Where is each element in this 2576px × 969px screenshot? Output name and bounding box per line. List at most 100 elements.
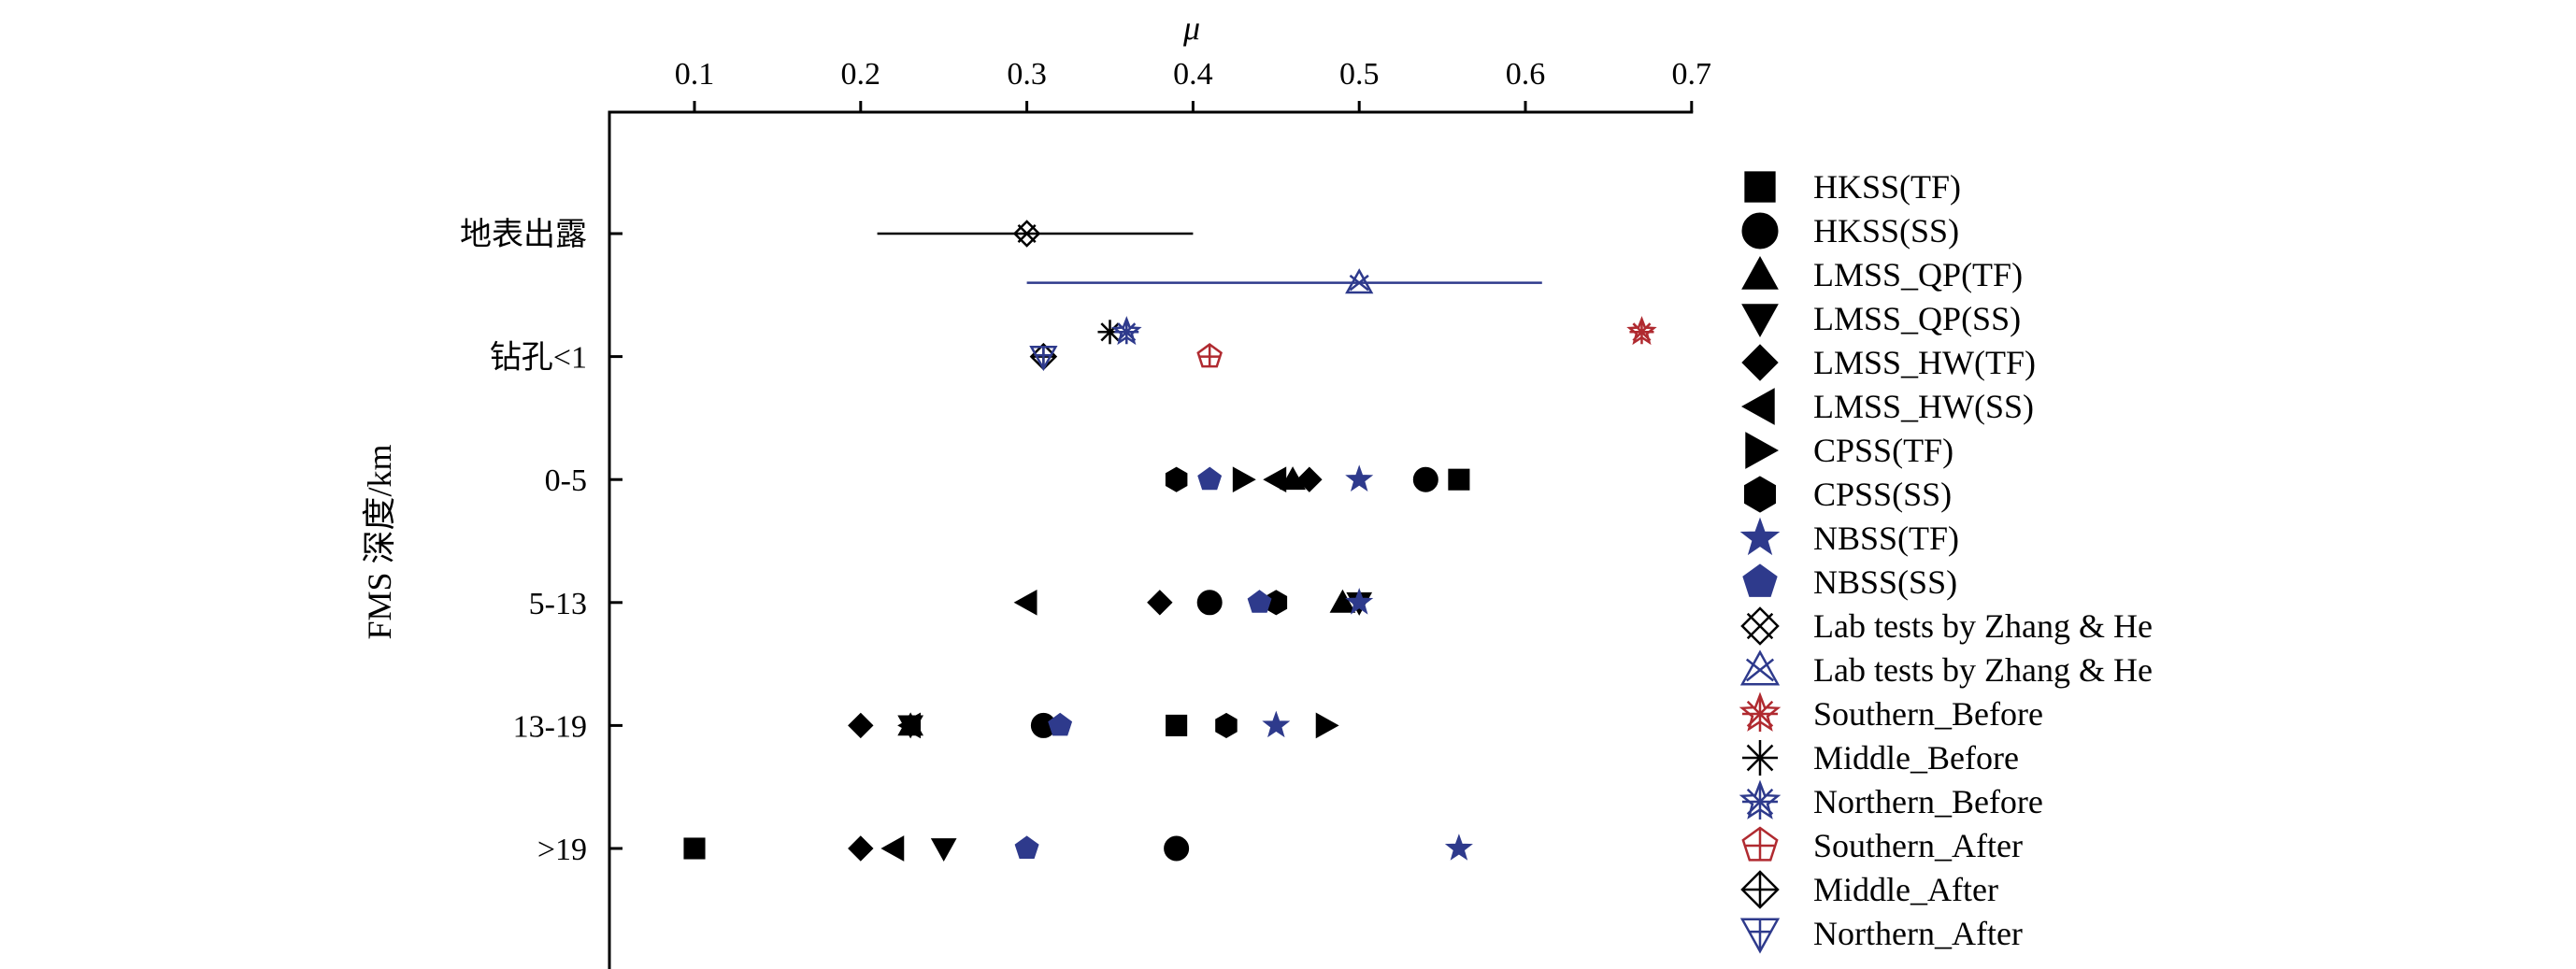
point-lmss-qp-ss-3 — [930, 838, 957, 862]
x-tick-label: 0.1 — [675, 57, 715, 92]
error-bars — [877, 232, 1542, 284]
legend-label: NBSS(SS) — [1813, 563, 1957, 601]
legend-item-middle-before-13: Middle_Before — [1742, 739, 2019, 777]
point-lmss-hw-tf-4 — [848, 835, 874, 862]
point-northern-after-17 — [1029, 345, 1058, 372]
legend-item-nbss-ss-9: NBSS(SS) — [1742, 563, 1957, 601]
legend-marker — [1739, 779, 1782, 819]
point-nbss-tf-8 — [1345, 464, 1374, 492]
point-hkss-tf-0 — [683, 837, 706, 860]
legend-label: NBSS(TF) — [1813, 520, 1959, 557]
point-hkss-ss-1 — [1412, 466, 1438, 492]
y-tick-label: 5-13 — [529, 587, 587, 621]
legend-label: LMSS_QP(TF) — [1813, 256, 2023, 293]
point-nbss-ss-9 — [1247, 590, 1272, 613]
point-lmss-hw-tf-4 — [1147, 590, 1173, 616]
point-southern-after-15 — [1196, 343, 1223, 368]
legend-marker — [1741, 212, 1779, 249]
legend-item-middle-after-16: Middle_After — [1740, 870, 1998, 909]
y-tick-label: 13-19 — [513, 709, 587, 744]
legend-marker — [1741, 344, 1779, 381]
point-nbss-ss-9 — [1197, 466, 1223, 491]
x-tick-label: 0.6 — [1506, 57, 1546, 92]
legend-item-lmss-qp-tf-2: LMSS_QP(TF) — [1741, 255, 2023, 293]
legend-marker — [1742, 563, 1778, 597]
legend-marker — [1744, 476, 1776, 513]
y-tick-label: 0-5 — [545, 463, 587, 498]
y-tick-label: 钻孔<1 — [490, 340, 587, 376]
legend-item-cpss-ss-7: CPSS(SS) — [1744, 476, 1952, 513]
x-tick-label: 0.5 — [1339, 57, 1380, 92]
legend-label: CPSS(SS) — [1813, 476, 1952, 513]
legend-marker — [1741, 304, 1779, 338]
legend-label: Northern_Before — [1813, 783, 2043, 820]
x-tick-label: 0.3 — [1007, 57, 1047, 92]
legend-marker — [1739, 691, 1782, 732]
point-cpss-ss-7 — [1215, 712, 1238, 738]
legend-marker — [1740, 870, 1780, 909]
legend-item-lab-tests-by-zhang-he-10: Lab tests by Zhang & He — [1740, 606, 2153, 646]
legend-label: LMSS_QP(SS) — [1813, 300, 2021, 337]
legend-marker — [1739, 918, 1781, 954]
legend-marker — [1742, 740, 1778, 776]
legend-label: Lab tests by Zhang & He — [1813, 607, 2153, 645]
point-lmss-qp-tf-2 — [1329, 589, 1356, 613]
legend-marker — [1744, 171, 1776, 203]
legend-item-hkss-ss-1: HKSS(SS) — [1741, 212, 1959, 249]
legend-marker — [1739, 517, 1781, 556]
point-hkss-ss-1 — [1164, 835, 1190, 862]
point-lmss-hw-ss-5 — [897, 712, 922, 739]
legend-item-northern-after-17: Northern_After — [1739, 915, 2023, 954]
x-axis-title: μ — [1182, 9, 1200, 47]
point-hkss-tf-0 — [1448, 468, 1470, 491]
legend-item-nbss-tf-8: NBSS(TF) — [1739, 517, 1959, 557]
legend-marker — [1741, 826, 1779, 862]
point-northern-before-14 — [1111, 316, 1142, 346]
point-hkss-tf-0 — [1166, 714, 1188, 736]
legend-label: Southern_After — [1813, 827, 2023, 864]
y-tick-label: 地表出露 — [460, 217, 587, 252]
x-tick-label: 0.4 — [1173, 57, 1213, 92]
legend-label: Middle_Before — [1813, 739, 2019, 777]
legend-label: LMSS_HW(TF) — [1813, 344, 2036, 381]
point-nbss-ss-9 — [1048, 712, 1073, 736]
point-cpss-ss-7 — [1165, 466, 1188, 492]
x-ticks: 0.1 0.2 0.3 0.4 0.5 0.6 0.7 — [675, 57, 1711, 112]
legend: HKSS(TF) HKSS(SS) LMSS_QP(TF) LMSS_QP(SS) LM… — [1739, 168, 2153, 954]
legend-item-lmss-hw-tf-4: LMSS_HW(TF) — [1741, 344, 2036, 381]
legend-item-lab-tests-by-zhang-he-11: Lab tests by Zhang & He — [1739, 649, 2153, 689]
legend-label: Lab tests by Zhang & He — [1813, 651, 2153, 689]
y-axis-title: FMS 深度/km — [361, 444, 398, 639]
legend-item-southern-before-12: Southern_Before — [1739, 691, 2043, 733]
legend-item-hkss-tf-0: HKSS(TF) — [1744, 168, 1961, 206]
legend-label: Middle_After — [1813, 871, 1998, 908]
legend-marker — [1740, 388, 1775, 425]
legend-item-lmss-qp-ss-3: LMSS_QP(SS) — [1741, 300, 2021, 338]
legend-item-cpss-tf-6: CPSS(TF) — [1745, 432, 1953, 469]
legend-label: HKSS(SS) — [1813, 212, 1959, 249]
x-tick-label: 0.2 — [841, 57, 881, 92]
point-lab-tests-by-zhang-he-11 — [1345, 268, 1374, 294]
y-tick-label: >19 — [537, 833, 587, 867]
data-points — [683, 220, 1657, 862]
point-nbss-tf-8 — [1444, 834, 1473, 861]
legend-item-southern-after-15: Southern_After — [1741, 826, 2023, 864]
legend-label: Southern_Before — [1813, 695, 2043, 733]
x-tick-label: 0.7 — [1672, 57, 1712, 92]
legend-marker — [1745, 432, 1780, 469]
point-hkss-ss-1 — [1196, 590, 1223, 616]
point-cpss-tf-6 — [1232, 466, 1256, 493]
point-lmss-hw-ss-5 — [1013, 589, 1038, 616]
point-lmss-hw-tf-4 — [848, 712, 874, 739]
legend-label: LMSS_HW(SS) — [1813, 388, 2034, 425]
point-cpss-tf-6 — [1315, 712, 1339, 739]
point-nbss-tf-8 — [1345, 588, 1374, 615]
point-lmss-hw-ss-5 — [1263, 466, 1287, 493]
legend-marker — [1741, 255, 1779, 290]
point-lmss-hw-ss-5 — [880, 835, 905, 862]
legend-label: CPSS(TF) — [1813, 432, 1953, 469]
legend-item-lmss-hw-ss-5: LMSS_HW(SS) — [1740, 388, 2034, 425]
legend-item-northern-before-14: Northern_Before — [1739, 779, 2043, 820]
